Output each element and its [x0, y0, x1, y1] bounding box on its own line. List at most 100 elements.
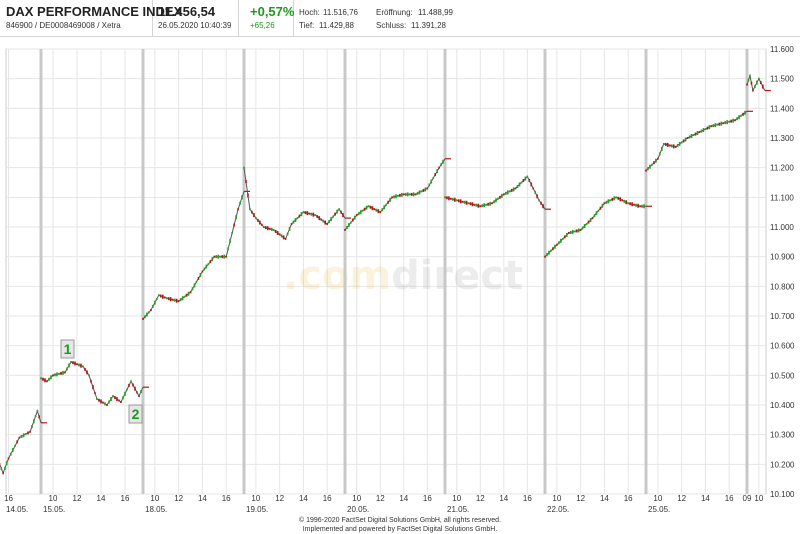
x-tick-label: 12 — [73, 494, 82, 503]
y-tick-label: 10.500 — [770, 371, 795, 380]
candle — [703, 128, 705, 132]
candle — [106, 404, 108, 406]
candle — [643, 204, 645, 208]
candle — [724, 121, 726, 124]
candle — [574, 230, 576, 232]
candle — [399, 194, 401, 197]
candle — [744, 111, 746, 115]
candle — [425, 187, 427, 191]
candle — [249, 208, 251, 210]
candle — [419, 190, 421, 194]
candle — [671, 144, 673, 147]
candle — [578, 228, 580, 232]
candle — [584, 224, 586, 228]
x-tick-label: 16 — [222, 494, 231, 503]
candle — [198, 277, 200, 280]
candle — [446, 196, 448, 199]
candle — [344, 229, 346, 231]
candle — [381, 208, 383, 211]
candle — [38, 415, 40, 418]
candle — [580, 229, 582, 231]
candle — [617, 197, 619, 200]
candle — [235, 215, 237, 219]
x-tick-label: 14 — [499, 494, 508, 503]
candle — [713, 124, 715, 127]
candle — [182, 296, 184, 300]
candle — [46, 380, 48, 382]
x-tick-label: 12 — [677, 494, 686, 503]
candle — [204, 268, 206, 271]
candle — [608, 199, 610, 203]
candle — [548, 251, 550, 255]
candle — [233, 224, 235, 227]
candle — [389, 198, 391, 202]
candle — [114, 396, 116, 399]
candle — [144, 315, 146, 318]
y-tick-label: 10.300 — [770, 431, 795, 440]
candle — [19, 437, 21, 439]
candle — [6, 461, 8, 465]
candle — [460, 199, 462, 203]
candle — [366, 206, 368, 210]
candle — [621, 199, 623, 201]
x-day-label: 21.05. — [447, 505, 469, 514]
candle — [48, 378, 50, 381]
x-tick-label: 09 — [743, 494, 752, 503]
candle — [104, 402, 106, 405]
candle — [536, 194, 538, 198]
x-tick-label: 10 — [150, 494, 159, 503]
candle — [550, 250, 552, 252]
candle — [140, 390, 142, 393]
candle — [52, 374, 54, 376]
candle — [631, 202, 633, 206]
candle — [90, 380, 92, 383]
open-label: Eröffnung: — [376, 8, 413, 17]
candle — [472, 202, 474, 206]
day-divider — [40, 49, 43, 494]
candle — [291, 223, 293, 225]
candle — [695, 133, 697, 136]
candle — [707, 127, 709, 130]
candle — [592, 217, 594, 219]
candle — [271, 228, 273, 231]
change-percent: +0,57% — [250, 4, 294, 19]
candle — [265, 226, 267, 229]
candle — [295, 218, 297, 222]
candle — [542, 204, 544, 208]
y-tick-label: 11.100 — [770, 193, 794, 202]
candle — [499, 196, 501, 199]
candle — [253, 213, 255, 217]
candle — [64, 371, 66, 373]
candle — [54, 373, 56, 376]
y-tick-label: 10.600 — [770, 342, 795, 351]
candle — [383, 205, 385, 209]
day-divider — [645, 49, 648, 494]
candle — [110, 397, 112, 401]
candle — [736, 117, 738, 120]
candle — [152, 305, 154, 308]
candle — [456, 199, 458, 201]
copyright-line-1: © 1996-2020 FactSet Digital Solutions Gm… — [0, 516, 800, 525]
quote-datetime: 26.05.2020 10:40:39 — [158, 21, 231, 30]
candle — [60, 372, 62, 375]
candle — [348, 223, 350, 227]
candle — [566, 233, 568, 237]
candle — [172, 299, 174, 301]
candle — [521, 182, 523, 184]
y-tick-label: 10.100 — [770, 490, 795, 499]
candle — [711, 125, 713, 127]
candle — [427, 187, 429, 189]
candle — [316, 215, 318, 218]
candle — [468, 202, 470, 204]
marker-2-label: 2 — [132, 406, 140, 422]
candle — [470, 202, 472, 205]
candle — [301, 212, 303, 216]
candle — [72, 361, 74, 364]
candle — [413, 192, 415, 196]
candle — [84, 368, 86, 371]
candle — [10, 453, 12, 456]
candle — [491, 202, 493, 204]
candle — [277, 231, 279, 235]
candle — [66, 367, 68, 370]
candle — [50, 375, 52, 379]
